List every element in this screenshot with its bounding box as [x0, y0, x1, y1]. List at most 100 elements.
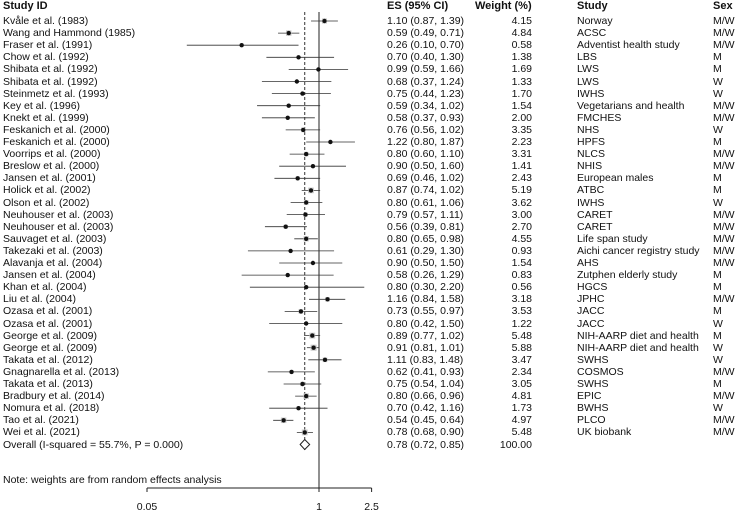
- effect-size-ci: 0.26 (0.10, 0.70): [387, 39, 465, 52]
- table-row: Liu et al. (2004) 1.16 (0.84, 1.58) 3.18 JP…: [0, 293, 754, 305]
- sex-group: M/W: [713, 160, 735, 173]
- point-estimate: [295, 176, 300, 181]
- study-id: Breslow et al. (2000): [3, 160, 100, 173]
- table-row: Takata et al. (2012) 1.11 (0.83, 1.48) 3.4…: [0, 354, 754, 366]
- effect-size-ci: 1.22 (0.80, 1.87): [387, 136, 465, 148]
- table-row: Takezaki et al. (2003) 0.61 (0.29, 1.30) 0…: [0, 245, 754, 257]
- point-estimate: [308, 188, 314, 193]
- effect-size-ci: 0.99 (0.59, 1.66): [387, 63, 465, 76]
- random-effects-note: Note: weights are from random effects an…: [3, 474, 222, 486]
- point-estimate: [286, 30, 291, 36]
- sex-group: M/W: [713, 111, 735, 124]
- sex-group: M/W: [713, 148, 735, 161]
- effect-size-ci: 0.80 (0.60, 1.10): [387, 148, 465, 161]
- weight-percent: 3.47: [511, 353, 532, 366]
- weight-percent: 3.05: [511, 378, 532, 390]
- sex-group: M: [713, 329, 722, 342]
- cohort-name: Norway: [577, 15, 613, 27]
- weight-percent: 3.35: [511, 123, 532, 136]
- cohort-name: PLCO: [577, 414, 606, 427]
- point-estimate: [300, 381, 305, 387]
- point-estimate: [298, 309, 304, 314]
- weight-percent: 2.23: [511, 136, 532, 148]
- sex-group: M/W: [713, 99, 735, 112]
- table-row: Feskanich et al. (2000) 0.76 (0.56, 1.02)…: [0, 124, 754, 136]
- effect-size-ci: 0.68 (0.37, 1.24): [387, 75, 465, 88]
- weight-percent: 5.48: [511, 426, 532, 439]
- study-id: Jansen et al. (2004): [3, 269, 96, 282]
- weight-percent: 1.41: [511, 160, 532, 173]
- cohort-name: LWS: [577, 63, 599, 76]
- point-estimate: [310, 164, 316, 169]
- weight-percent: 3.31: [511, 148, 532, 161]
- effect-size-ci: 0.90 (0.50, 1.60): [387, 160, 465, 173]
- study-id: Olson et al. (2002): [3, 196, 90, 209]
- weight-percent: 3.18: [511, 293, 532, 306]
- sex-group: M/W: [713, 39, 735, 52]
- sex-group: M: [713, 269, 722, 282]
- table-row: Fraser et al. (1991) 0.26 (0.10, 0.70) 0.5…: [0, 39, 754, 51]
- sex-group: M: [713, 172, 722, 185]
- effect-size-ci: 0.58 (0.26, 1.29): [387, 269, 465, 282]
- point-estimate: [311, 345, 316, 350]
- study-id: Wang and Hammond (1985): [3, 27, 136, 40]
- weight-percent: 1.22: [511, 317, 532, 330]
- table-row: Wang and Hammond (1985) 0.59 (0.49, 0.71)…: [0, 27, 754, 39]
- sex-group: M/W: [713, 220, 735, 233]
- cohort-name: NHS: [577, 123, 600, 136]
- sex-group: M/W: [713, 414, 735, 427]
- study-id: Sauvaget et al. (2003): [3, 232, 107, 245]
- sex-group: M: [713, 184, 722, 197]
- study-id: Neuhouser et al. (2003): [3, 208, 114, 221]
- study-id: George et al. (2009): [3, 329, 97, 342]
- sex-group: M: [713, 305, 722, 318]
- sex-group: W: [713, 87, 723, 100]
- point-estimate: [316, 67, 321, 72]
- cohort-name: BWHS: [577, 402, 609, 415]
- sex-group: M/W: [713, 232, 735, 245]
- sex-group: M: [713, 51, 722, 64]
- study-id: Jansen et al. (2001): [3, 172, 96, 185]
- weight-percent: 5.88: [511, 341, 532, 354]
- overall-row: Overall (I-squared = 55.7%, P = 0.000) 0.…: [0, 439, 754, 451]
- sex-group: M/W: [713, 208, 735, 221]
- sex-group: M/W: [713, 390, 735, 403]
- study-id: Ozasa et al. (2001): [3, 305, 93, 318]
- cohort-name: European males: [577, 172, 654, 185]
- weight-percent: 5.48: [511, 329, 532, 342]
- weight-percent: 0.58: [511, 39, 532, 52]
- effect-size-ci: 0.80 (0.66, 0.96): [387, 390, 465, 403]
- header-study-id: Study ID: [3, 0, 48, 12]
- cohort-name: CARET: [577, 220, 613, 233]
- study-id: Feskanich et al. (2000): [3, 123, 110, 136]
- study-id: Holick et al. (2002): [3, 184, 91, 197]
- effect-size-ci: 0.80 (0.61, 1.06): [387, 196, 465, 209]
- cohort-name: NLCS: [577, 148, 606, 161]
- table-row: Holick et al. (2002) 0.87 (0.74, 1.02) 5.1…: [0, 184, 754, 196]
- sex-group: M: [713, 63, 722, 76]
- cohort-name: COSMOS: [577, 365, 624, 378]
- cohort-name: HGCS: [577, 281, 608, 294]
- cohort-name: CARET: [577, 208, 613, 221]
- table-row: Breslow et al. (2000) 0.90 (0.50, 1.60) 1.…: [0, 160, 754, 172]
- cohort-name: EPIC: [577, 390, 602, 403]
- table-row: Steinmetz et al. (1993) 0.75 (0.44, 1.23)…: [0, 88, 754, 100]
- point-estimate: [303, 236, 309, 241]
- point-estimate: [310, 260, 316, 266]
- header-weight: Weight (%): [475, 0, 532, 12]
- cohort-name: ATBC: [577, 184, 605, 197]
- point-estimate: [303, 200, 309, 205]
- study-id: Kvåle et al. (1983): [3, 15, 89, 27]
- table-row: Ozasa et al. (2001) 0.73 (0.55, 0.97) 3.53…: [0, 305, 754, 317]
- sex-group: W: [713, 196, 723, 209]
- point-estimate: [285, 272, 290, 278]
- table-row: Shibata et al. (1992) 0.68 (0.37, 1.24) 1.…: [0, 76, 754, 88]
- sex-group: W: [713, 402, 723, 415]
- study-id: Gnagnarella et al. (2013): [3, 365, 120, 378]
- sex-group: M/W: [713, 27, 735, 40]
- study-id: Takata et al. (2013): [3, 378, 93, 390]
- study-id: Ozasa et al. (2001): [3, 317, 93, 330]
- study-id: Feskanich et al. (2000): [3, 136, 110, 148]
- header-sex: Sex: [713, 0, 733, 12]
- cohort-name: JACC: [577, 305, 605, 318]
